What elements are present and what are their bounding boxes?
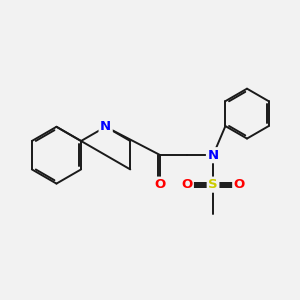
Text: O: O [155,178,166,191]
Text: N: N [100,120,111,133]
Text: S: S [208,178,218,191]
Text: O: O [181,178,192,191]
Text: N: N [208,149,219,162]
Text: O: O [234,178,245,191]
